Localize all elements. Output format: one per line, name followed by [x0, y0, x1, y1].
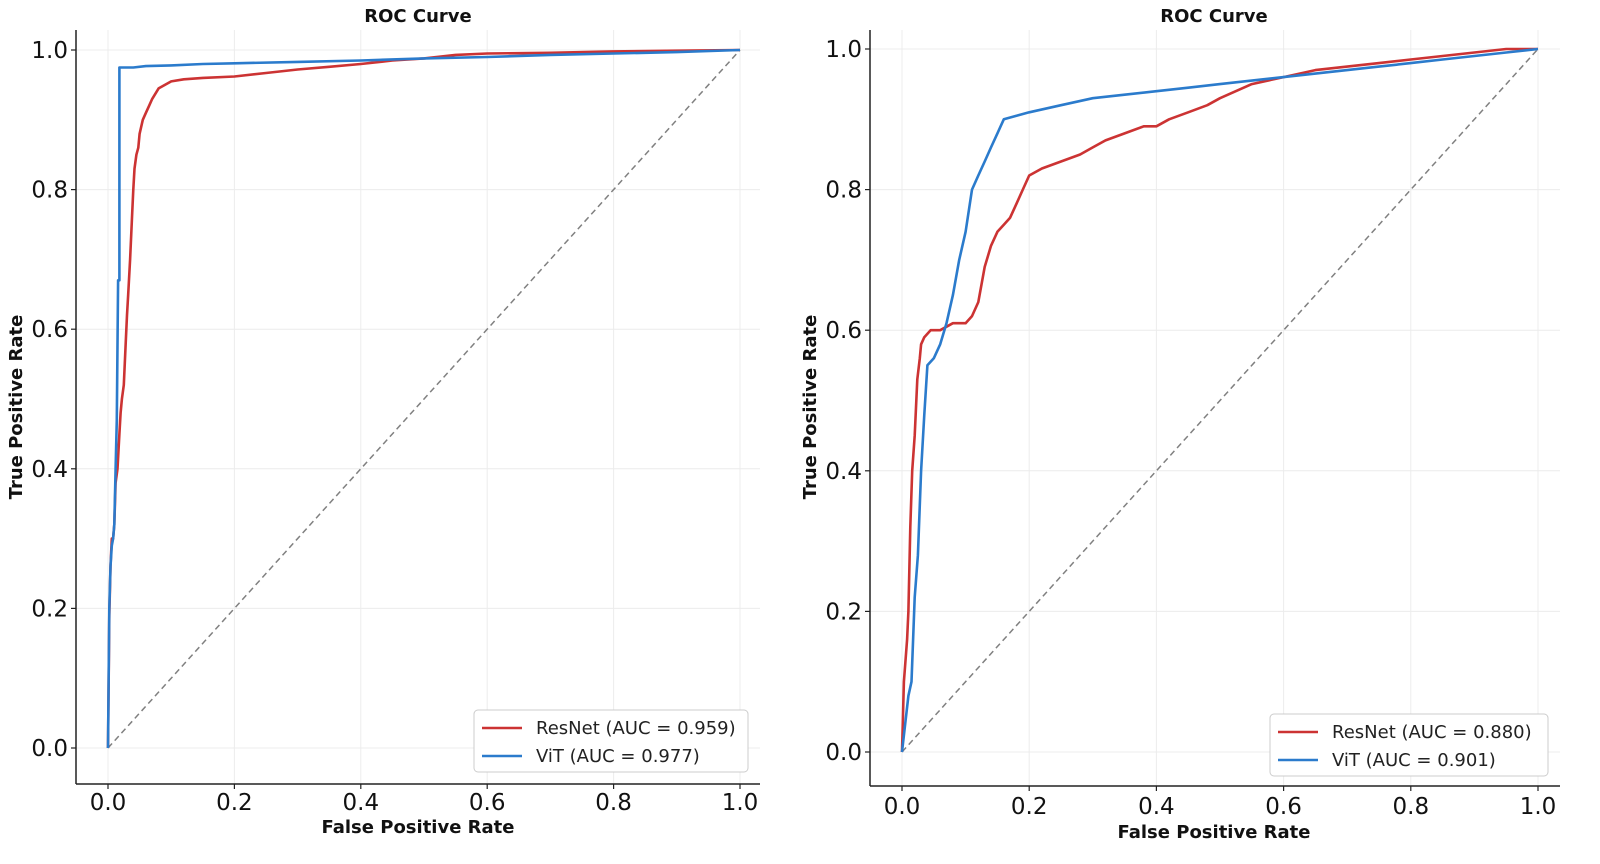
series-line-vit [900, 47, 1539, 753]
y-tick-label: 0.6 [31, 317, 68, 343]
x-tick-label: 0.6 [1265, 794, 1302, 820]
x-tick-label: 0.8 [595, 790, 632, 816]
legend: ResNet (AUC = 0.880) ViT (AUC = 0.901) [1269, 713, 1549, 777]
grid [870, 30, 1560, 786]
y-tick-label: 0.0 [825, 740, 862, 766]
y-tick-label: 0.2 [31, 596, 68, 622]
chance-diagonal-line [901, 48, 1539, 753]
roc-chart-right: ROC Curve False Positive Rate True Posit… [800, 6, 1560, 843]
legend: ResNet (AUC = 0.959) ViT (AUC = 0.977) [473, 709, 749, 773]
chance-diagonal-line [107, 49, 741, 749]
y-tick-label: 0.0 [31, 736, 68, 762]
legend-label-vit: ViT (AUC = 0.977) [536, 746, 700, 767]
y-tick-label: 1.0 [825, 37, 862, 63]
x-tick-label: 1.0 [722, 790, 759, 816]
legend-box [1269, 713, 1549, 777]
legend-label-resnet: ResNet (AUC = 0.959) [536, 718, 736, 739]
series-line-vit [106, 48, 741, 749]
x-tick-label: 0.0 [884, 794, 921, 820]
y-tick-label: 0.8 [825, 178, 862, 204]
y-tick-label: 0.6 [825, 318, 862, 344]
grid [76, 30, 760, 784]
y-tick-label: 0.8 [31, 178, 68, 204]
x-tick-label: 0.8 [1393, 794, 1430, 820]
legend-label-resnet: ResNet (AUC = 0.880) [1332, 722, 1532, 743]
y-tick-label: 0.4 [31, 457, 68, 483]
y-axis-label: True Positive Rate [800, 315, 821, 500]
y-tick-label: 1.0 [31, 38, 68, 64]
x-tick-label: 0.4 [1138, 794, 1175, 820]
series-line-resnet [106, 48, 741, 749]
chart-title: ROC Curve [364, 6, 471, 27]
x-axis-label: False Positive Rate [1118, 822, 1311, 843]
x-axis-label: False Positive Rate [322, 817, 515, 838]
legend-label-vit: ViT (AUC = 0.901) [1332, 750, 1496, 771]
y-tick-label: 0.4 [825, 459, 862, 485]
x-tick-label: 0.2 [1011, 794, 1048, 820]
y-tick-label: 0.2 [825, 599, 862, 625]
y-axis-label: True Positive Rate [6, 315, 27, 500]
x-tick-label: 0.4 [343, 790, 380, 816]
x-tick-label: 0.2 [216, 790, 253, 816]
roc-chart-left: ROC Curve False Positive Rate True Posit… [6, 6, 760, 838]
x-tick-label: 0.0 [90, 790, 127, 816]
x-tick-label: 1.0 [1520, 794, 1557, 820]
chart-title: ROC Curve [1160, 6, 1267, 27]
legend-box [473, 709, 749, 773]
x-tick-label: 0.6 [469, 790, 506, 816]
